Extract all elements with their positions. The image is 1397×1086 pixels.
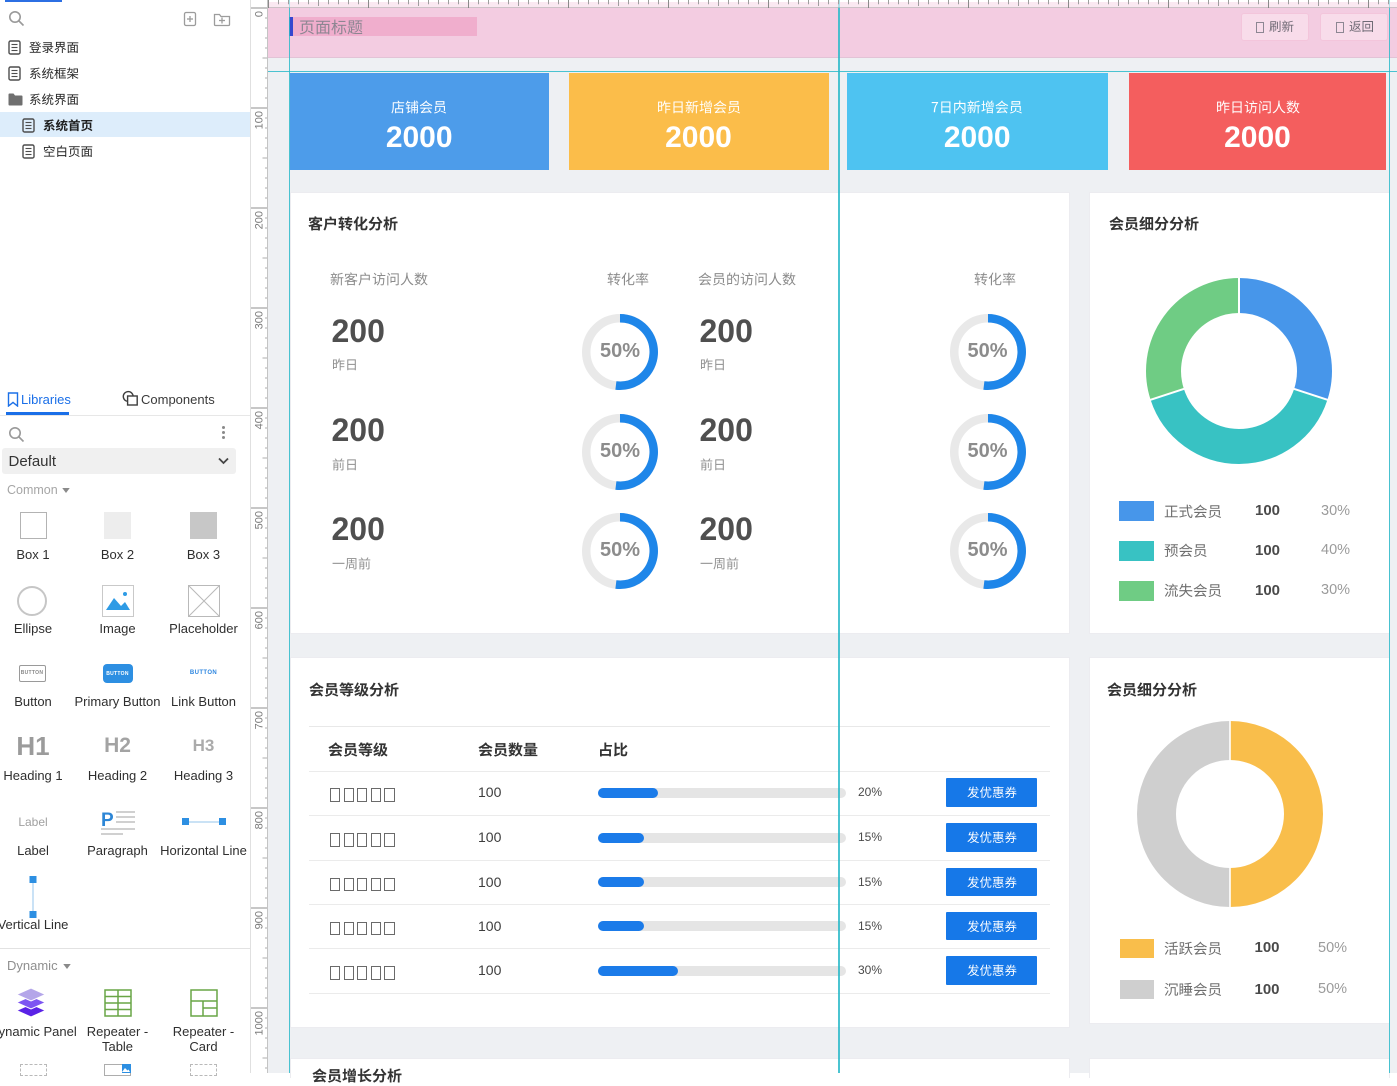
svg-text:P: P [101, 810, 114, 831]
svg-text:1000: 1000 [254, 1011, 266, 1035]
svg-text:600: 600 [254, 611, 266, 629]
svg-text:900: 900 [254, 911, 266, 929]
svg-text:800: 800 [254, 811, 266, 829]
svg-text:100: 100 [254, 111, 266, 129]
svg-text:400: 400 [254, 411, 266, 429]
svg-text:500: 500 [254, 511, 266, 529]
svg-text:200: 200 [254, 211, 266, 229]
svg-text:0: 0 [254, 11, 266, 17]
svg-text:300: 300 [254, 311, 266, 329]
svg-text:700: 700 [254, 711, 266, 729]
